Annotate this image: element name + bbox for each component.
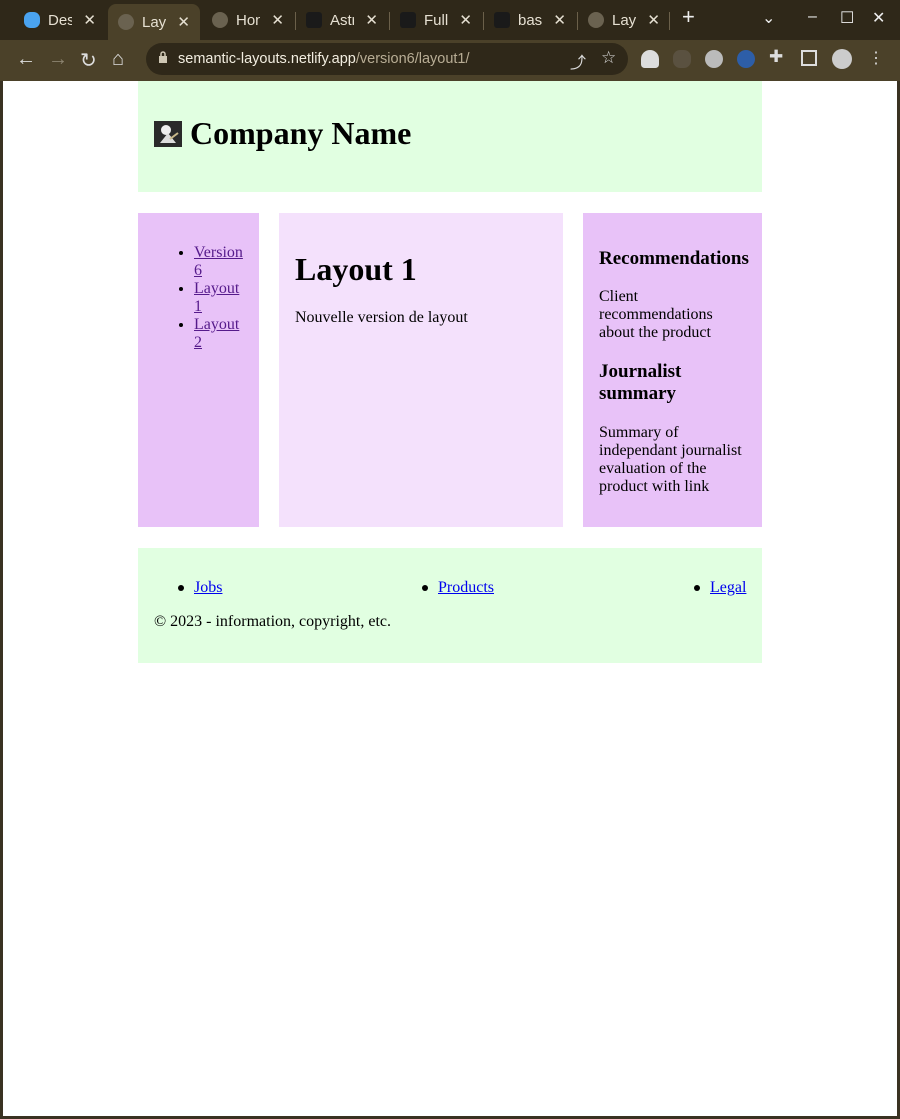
tab-separator (389, 12, 390, 30)
nav-list: Version 6 Layout 1 Layout 2 (194, 244, 244, 352)
aside-panel: Recommendations Client recommendations a… (583, 213, 762, 527)
globe-favicon-icon (588, 12, 604, 28)
address-bar[interactable]: semantic-layouts.netlify.app/version6/la… (146, 43, 628, 75)
close-tab-icon[interactable]: ✕ (459, 12, 472, 29)
tab-separator (669, 12, 670, 30)
side-navigation: Version 6 Layout 1 Layout 2 (138, 213, 259, 527)
close-tab-icon[interactable]: ✕ (271, 12, 284, 29)
copyright-text: © 2023 - information, copyright, etc. (154, 613, 391, 630)
tab-title: Hon (236, 11, 260, 29)
tab-separator (483, 12, 484, 30)
url-host: semantic-layouts.netlify.app (178, 51, 356, 67)
maximize-icon[interactable]: ☐ (840, 10, 855, 27)
close-tab-icon[interactable]: ✕ (647, 12, 660, 29)
main-text: Nouvelle version de layout (295, 309, 468, 326)
main-heading: Layout 1 (295, 251, 417, 287)
tab-title: Layo (142, 13, 166, 31)
tab-title: Astr (330, 11, 354, 29)
new-tab-icon[interactable]: + (682, 4, 695, 29)
back-icon[interactable]: ← (16, 48, 36, 70)
minimize-icon[interactable]: – (808, 8, 817, 25)
tab-2-active[interactable]: Layo ✕ (108, 4, 200, 40)
menu-kebab-icon[interactable]: ⋮ (868, 50, 884, 67)
rocket-favicon-icon (400, 12, 416, 28)
tab-1[interactable]: Des ✕ (14, 5, 106, 35)
nav-link-layout-1[interactable]: Layout 1 (194, 280, 240, 315)
shield-extension-icon[interactable] (673, 50, 691, 68)
home-icon[interactable]: ⌂ (112, 48, 125, 70)
footer-link-products[interactable]: Products (438, 579, 494, 596)
nav-link-layout-2[interactable]: Layout 2 (194, 316, 240, 351)
url-path: /version6/layout1/ (355, 51, 470, 67)
tab-3[interactable]: Hon ✕ (202, 5, 294, 35)
cloud-extension-icon[interactable] (641, 50, 659, 68)
browser-toolbar: ← → ↻ ⌂ semantic-layouts.netlify.app/ver… (0, 40, 900, 81)
footer-item: Jobs (178, 579, 222, 597)
rocket-favicon-icon (306, 12, 322, 28)
recommendations-heading: Recommendations (599, 248, 749, 269)
tab-title: Des (48, 11, 72, 29)
close-tab-icon[interactable]: ✕ (83, 12, 96, 29)
globe-favicon-icon (212, 12, 228, 28)
main-content: Layout 1 Nouvelle version de layout (279, 213, 563, 527)
bookmark-star-icon[interactable]: ☆ (601, 48, 617, 67)
puzzle-extensions-icon[interactable]: ✚ (769, 47, 784, 66)
footer-link-jobs[interactable]: Jobs (194, 579, 223, 596)
nav-item: Layout 2 (194, 316, 244, 352)
tab-search-icon[interactable]: ⌄ (762, 10, 776, 27)
reload-icon[interactable]: ↻ (80, 50, 97, 72)
tab-title: basi (518, 11, 542, 29)
tab-7[interactable]: Layo ✕ (578, 5, 670, 35)
cloud-favicon-icon (24, 12, 40, 28)
tab-separator (295, 12, 296, 30)
close-tab-icon[interactable]: ✕ (177, 14, 190, 31)
globe-favicon-icon (118, 14, 134, 30)
close-window-icon[interactable]: ✕ (872, 10, 886, 27)
company-name: Company Name (190, 115, 412, 151)
browser-chrome: Des ✕ Layo ✕ Hon ✕ Astr ✕ Full ✕ basi (0, 0, 900, 81)
url-text: semantic-layouts.netlify.app/version6/la… (178, 51, 470, 67)
recommendations-text: Client recommendations about the product (599, 288, 713, 341)
nav-item: Version 6 (194, 244, 244, 280)
company-logo-icon (154, 121, 182, 147)
rocket-favicon-icon (494, 12, 510, 28)
tab-5[interactable]: Full ✕ (390, 5, 482, 35)
close-tab-icon[interactable]: ✕ (365, 12, 378, 29)
share-icon[interactable]: ⤴ (570, 55, 587, 72)
page-viewport: Company Name Version 6 Layout 1 Layout 2… (3, 81, 897, 1116)
journalist-summary-text: Summary of independant journalist evalua… (599, 424, 742, 495)
tab-strip: Des ✕ Layo ✕ Hon ✕ Astr ✕ Full ✕ basi (0, 0, 900, 40)
close-tab-icon[interactable]: ✕ (553, 12, 566, 29)
nav-link-version-6[interactable]: Version 6 (194, 244, 243, 279)
gear-extension-icon[interactable] (705, 50, 723, 68)
journalist-summary-heading: Journalist summary (599, 361, 682, 404)
page-header: Company Name (138, 81, 762, 192)
nav-item: Layout 1 (194, 280, 244, 316)
side-panel-icon[interactable] (801, 50, 817, 66)
tab-4[interactable]: Astr ✕ (296, 5, 388, 35)
tab-title: Layo (612, 11, 636, 29)
password-extension-icon[interactable] (737, 50, 755, 68)
page-footer: Jobs Products Legal © 2023 - information… (138, 548, 762, 663)
lock-icon (159, 51, 167, 63)
forward-icon[interactable]: → (48, 48, 68, 70)
tab-separator (577, 12, 578, 30)
tab-6[interactable]: basi ✕ (484, 5, 576, 35)
footer-link-legal[interactable]: Legal (710, 579, 747, 596)
profile-avatar-icon[interactable] (832, 49, 852, 69)
footer-item: Legal (694, 579, 746, 597)
footer-item: Products (422, 579, 494, 597)
tab-title: Full (424, 11, 448, 29)
